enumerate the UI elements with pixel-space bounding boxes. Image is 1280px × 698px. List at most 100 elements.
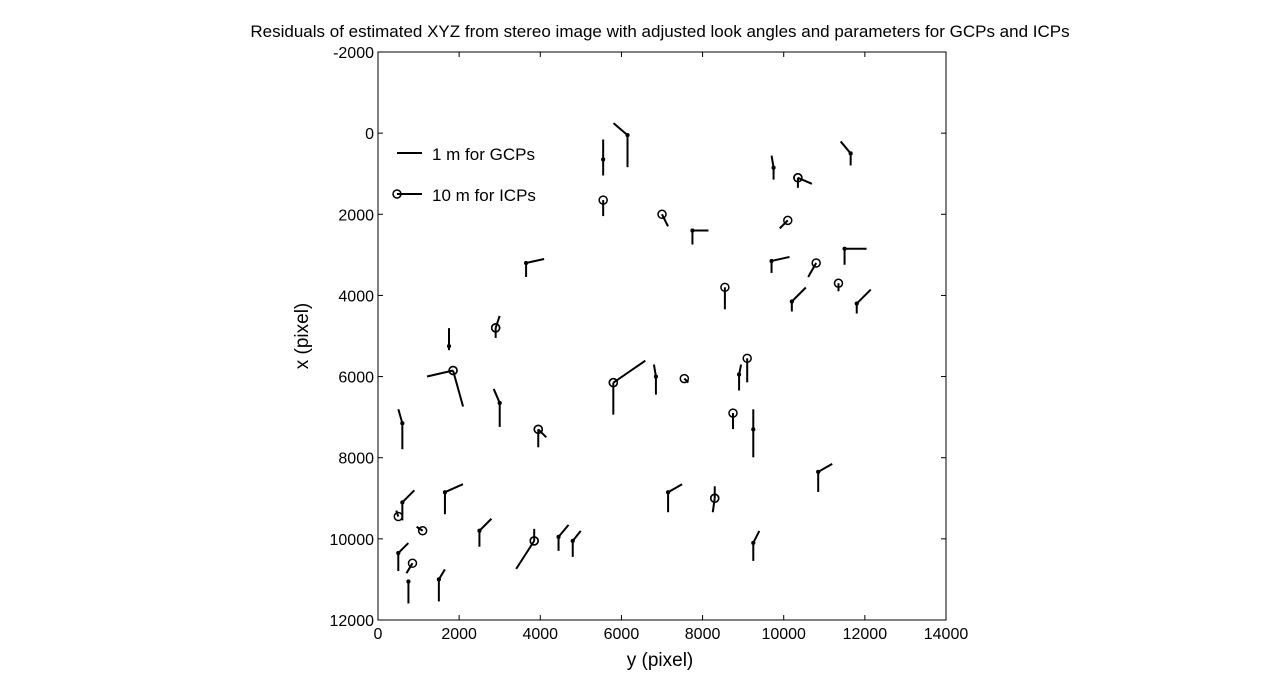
gcp-point-marker <box>625 133 630 138</box>
gcp-point-marker <box>400 421 405 426</box>
x-tick-label: 12000 <box>843 626 888 643</box>
y-tick-label: -2000 <box>333 45 374 62</box>
icp-point-marker <box>393 511 404 522</box>
icp-residual-vector <box>612 359 646 384</box>
icp-residual-vector <box>537 428 547 439</box>
x-axis-label: y (pixel) <box>627 650 694 671</box>
gcp-residual-vector <box>444 483 464 494</box>
icp-residual-vector <box>452 370 465 407</box>
icp-point-marker <box>811 258 821 268</box>
gcp-point-marker <box>842 246 847 251</box>
gcp-point-marker <box>447 344 451 349</box>
icp-point-marker <box>742 353 752 364</box>
icp-residual-vector <box>661 213 669 227</box>
gcp-residual-vector <box>770 155 775 168</box>
legend-icp-marker <box>392 189 402 199</box>
gcp-residual-vector <box>478 518 493 532</box>
x-axis: 0 2000 4000 6000 8000 10000 12000 14000 <box>374 52 969 643</box>
y-axis: -2000 0 2000 4000 6000 8000 10000 12000 <box>330 45 946 630</box>
icp-point-marker <box>720 282 730 293</box>
y-tick-label: 12000 <box>330 613 375 630</box>
gcp-point-marker <box>737 372 742 377</box>
icp-residual-vector <box>807 262 818 278</box>
plot-area <box>377 51 947 621</box>
icp-residual-vector <box>395 510 400 517</box>
gcp-point-marker <box>848 151 853 156</box>
gcp-residual-vector <box>652 364 657 377</box>
gcp-residual-vector <box>817 463 833 473</box>
gcp-point-marker <box>789 299 794 304</box>
x-tick-label: 4000 <box>522 626 558 643</box>
gcp-residual-vector <box>492 388 501 404</box>
icp-residual-vector <box>405 562 414 574</box>
residual-marks <box>393 122 872 604</box>
gcp-point-marker <box>771 165 776 170</box>
x-tick-label: 10000 <box>761 626 806 643</box>
x-tick-label: 2000 <box>441 626 477 643</box>
gcp-point-marker <box>436 577 441 582</box>
gcp-point-marker <box>477 528 482 533</box>
legend: 1 m for GCPs 10 m for ICPs <box>392 145 536 205</box>
legend-gcp-label: 1 m for GCPs <box>432 145 535 164</box>
gcp-point-marker <box>601 157 606 162</box>
gcp-point-marker <box>690 228 695 233</box>
gcp-residual-vector <box>557 524 570 538</box>
gcp-point-marker <box>400 500 405 505</box>
x-tick-label: 6000 <box>604 626 640 643</box>
gcp-residual-vector <box>571 530 582 542</box>
gcp-point-marker <box>653 374 658 379</box>
gcp-point-marker <box>666 490 671 495</box>
gcp-point-marker <box>524 260 529 265</box>
gcp-residual-vector <box>401 489 416 504</box>
x-tick-label: 0 <box>374 626 383 643</box>
icp-point-marker <box>833 278 844 289</box>
x-tick-label: 8000 <box>685 626 721 643</box>
gcp-point-marker <box>497 400 502 405</box>
y-tick-label: 10000 <box>330 532 375 549</box>
icp-residual-vector <box>711 498 716 513</box>
gcp-point-marker <box>751 540 756 545</box>
icp-point-marker <box>598 195 608 205</box>
gcp-residual-vector <box>791 286 807 303</box>
y-tick-label: 0 <box>365 126 374 143</box>
gcp-point-marker <box>406 579 411 584</box>
gcp-residual-vector <box>856 288 872 305</box>
gcp-point-marker <box>751 427 756 432</box>
y-tick-label: 6000 <box>338 370 374 387</box>
gcp-point-marker <box>816 469 821 474</box>
x-tick-label: 14000 <box>924 626 969 643</box>
gcp-residual-vector <box>612 122 629 136</box>
y-tick-label: 8000 <box>338 451 374 468</box>
gcp-point-marker <box>442 490 447 495</box>
icp-point-marker <box>679 373 690 384</box>
gcp-residual-vector <box>667 483 683 494</box>
gcp-point-marker <box>854 301 859 306</box>
icp-point-marker <box>529 536 539 546</box>
gcp-point-marker <box>556 534 561 539</box>
gcp-residual-vector <box>839 140 852 155</box>
y-tick-label: 4000 <box>338 288 374 305</box>
icp-residual-vector <box>779 219 789 230</box>
gcp-point-marker <box>769 258 774 263</box>
icp-residual-vector <box>797 176 813 185</box>
gcp-residual-vector <box>397 542 409 554</box>
icp-point-marker <box>448 365 458 376</box>
icp-point-marker <box>657 209 667 220</box>
gcp-point-marker <box>396 551 401 556</box>
legend-icp-label: 10 m for ICPs <box>432 186 536 205</box>
icp-point-marker <box>417 525 428 536</box>
icp-point-marker <box>533 424 544 435</box>
chart-title: Residuals of estimated XYZ from stereo i… <box>250 22 1069 41</box>
gcp-residual-vector <box>771 255 790 262</box>
icp-point-marker <box>490 323 501 333</box>
gcp-point-marker <box>570 538 575 543</box>
icp-point-marker <box>793 173 803 183</box>
icp-point-marker <box>783 215 793 226</box>
gcp-residual-vector <box>752 530 761 544</box>
y-tick-label: 2000 <box>338 207 374 224</box>
icp-residual-vector <box>515 540 536 570</box>
y-axis-label: x (pixel) <box>292 303 313 370</box>
gcp-residual-vector <box>397 408 404 424</box>
icp-point-marker <box>728 408 738 418</box>
